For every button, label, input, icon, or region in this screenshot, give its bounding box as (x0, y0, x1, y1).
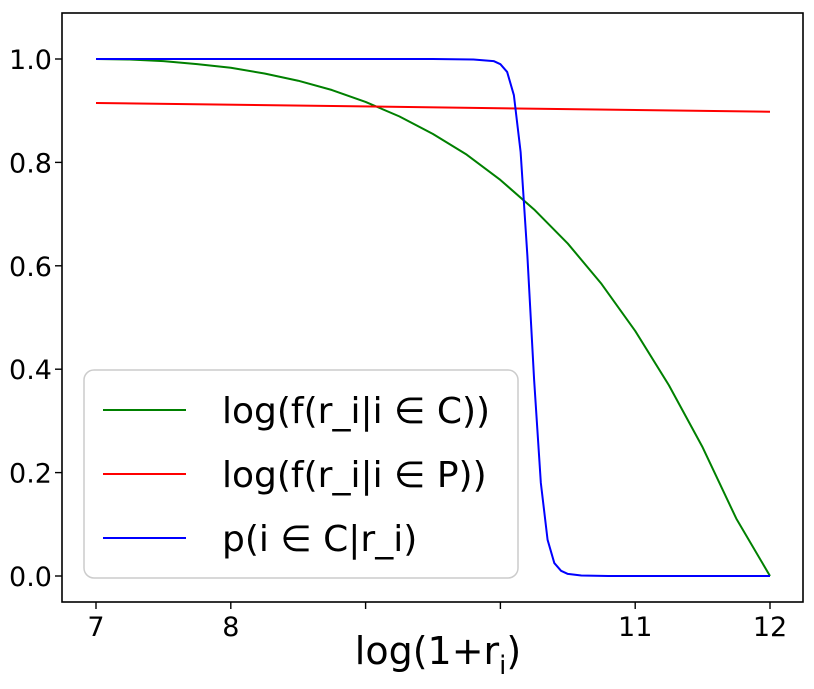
y-tick-label: 0.8 (9, 148, 52, 179)
series-line-2 (96, 58, 770, 577)
y-tick-label: 0.6 (9, 252, 52, 283)
legend-entry-label: log(f(r_i|i ∈ P)) (222, 455, 487, 496)
x-axis: 7 8 11 12 (87, 602, 787, 643)
x-axis-label: log(1+ri) (355, 629, 521, 681)
series-line-1 (95, 101, 771, 113)
legend-entry-label: log(f(r_i|i ∈ C)) (222, 391, 490, 432)
y-tick-label: 1.0 (9, 45, 52, 76)
y-tick-label: 0.0 (9, 562, 52, 593)
legend: log(f(r_i|i ∈ C)) log(f(r_i|i ∈ P)) p(i ∈ … (83, 369, 519, 579)
series-line-0 (95, 58, 771, 577)
y-tick-label: 0.2 (9, 459, 52, 490)
y-axis: 0.0 0.2 0.4 0.6 0.8 1.0 (9, 45, 62, 593)
x-tick-label: 12 (753, 612, 787, 643)
legend-box (83, 369, 519, 579)
x-tick-label: 11 (618, 612, 652, 643)
legend-entry-label: p(i ∈ C|r_i) (222, 519, 417, 560)
x-tick-label: 7 (87, 612, 104, 643)
x-tick-label: 8 (222, 612, 239, 643)
series-layer (95, 58, 771, 577)
y-tick-label: 0.4 (9, 355, 52, 386)
